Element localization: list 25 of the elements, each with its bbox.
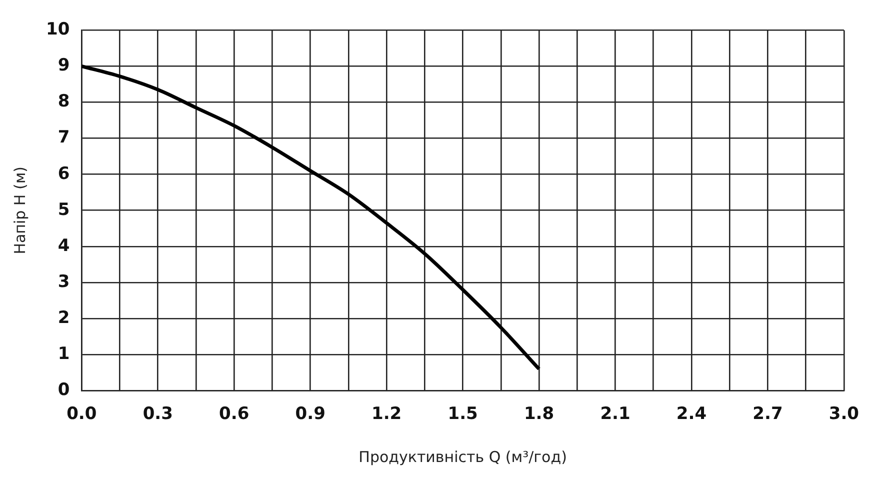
x-tick-label: 3.0 xyxy=(828,404,860,424)
x-tick-label: 0.9 xyxy=(295,404,326,424)
x-tick-label: 2.7 xyxy=(752,404,783,424)
y-tick-label: 1 xyxy=(58,344,70,364)
x-tick-label: 1.5 xyxy=(448,404,478,424)
x-tick-label: 0.0 xyxy=(66,404,97,424)
y-tick-label: 7 xyxy=(58,128,70,148)
y-tick-label: 3 xyxy=(58,272,70,292)
x-tick-label: 2.4 xyxy=(676,404,707,424)
x-tick-label: 0.3 xyxy=(142,404,173,424)
x-tick-label: 2.1 xyxy=(600,404,630,424)
x-axis-title: Продуктивність Q (м³/год) xyxy=(358,448,567,466)
x-tick-label: 0.6 xyxy=(219,404,250,424)
line-series xyxy=(82,64,541,371)
y-tick-label: 9 xyxy=(58,56,70,76)
y-tick-label: 6 xyxy=(58,164,70,184)
y-tick-label: 5 xyxy=(58,200,70,220)
y-tick-label: 8 xyxy=(58,92,70,112)
y-tick-label: 10 xyxy=(46,20,70,40)
x-tick-label: 1.2 xyxy=(372,404,402,424)
y-axis-title: Напір H (м) xyxy=(10,166,29,254)
y-tick-label: 4 xyxy=(58,236,70,256)
x-tick-label: 1.8 xyxy=(524,404,554,424)
y-tick-label: 2 xyxy=(58,308,70,328)
y-tick-label: 0 xyxy=(58,380,70,400)
